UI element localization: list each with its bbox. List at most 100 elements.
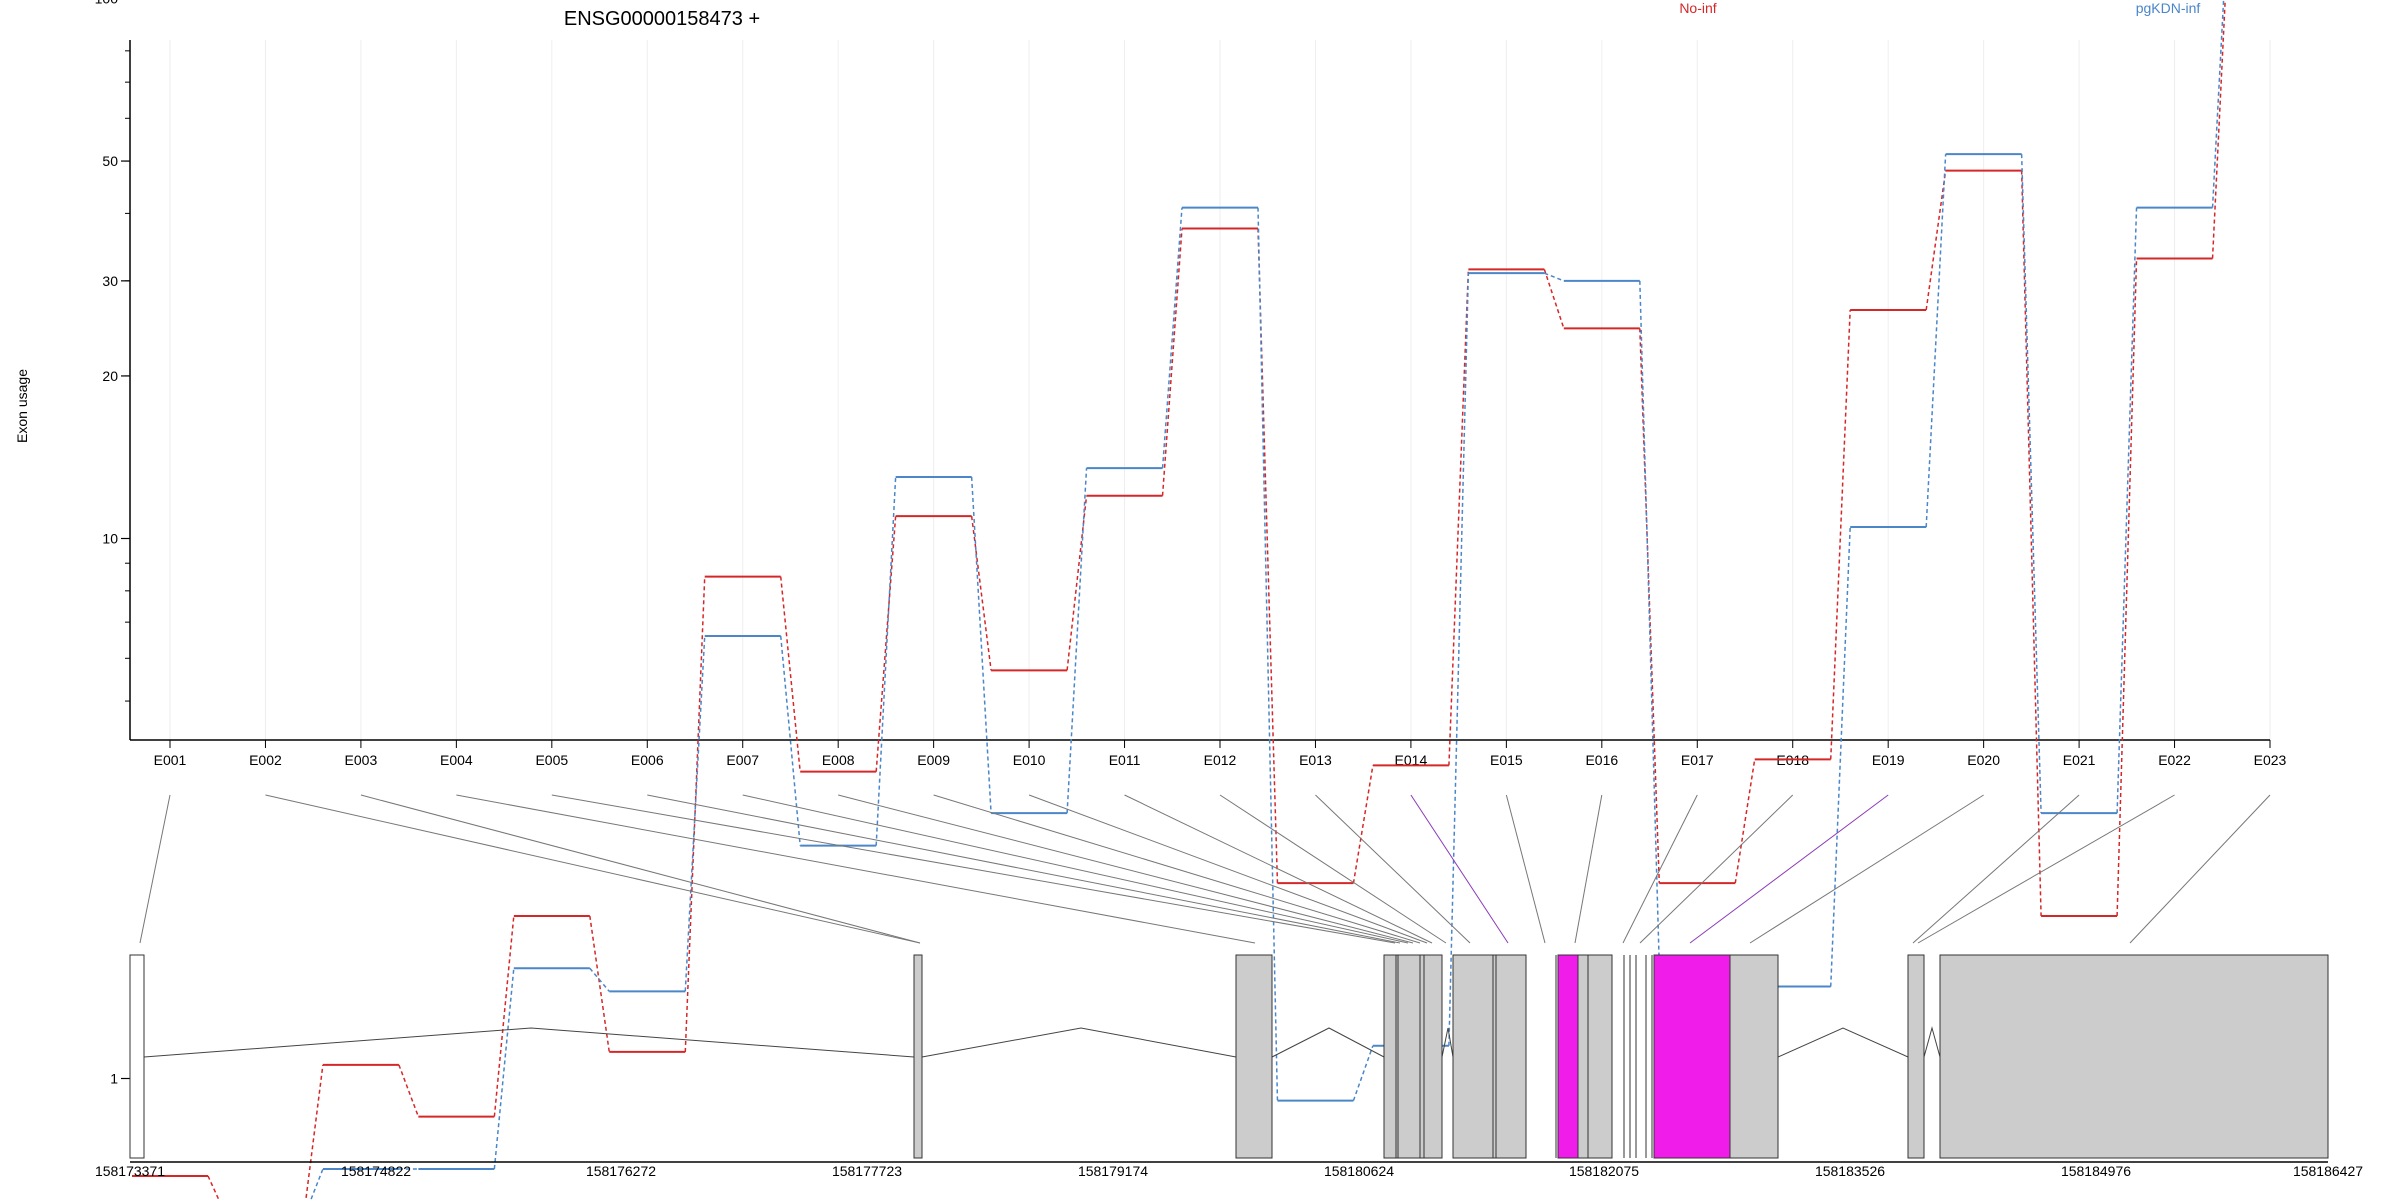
exon-connector-line — [1749, 794, 1984, 944]
y-tick-label: 10 — [102, 531, 118, 547]
genome-coordinate-label: 158176272 — [586, 1163, 656, 1179]
connector-segment — [684, 576, 706, 1052]
exon-block — [1557, 954, 1579, 1159]
connector-segment — [2020, 154, 2042, 814]
y-tick-label: 20 — [102, 368, 118, 384]
connector-segment — [1543, 269, 1565, 329]
exon-block — [1729, 954, 1779, 1159]
exon-connector-line — [265, 794, 921, 944]
connector-segment — [309, 1168, 324, 1200]
y-tick-label: 30 — [102, 273, 118, 289]
connector-segment — [207, 1175, 220, 1200]
exon-connector-line — [1410, 794, 1509, 944]
x-tick-label: E022 — [2158, 752, 2191, 768]
genome-coordinate-label: 158182075 — [1569, 1163, 1639, 1179]
x-tick-label: E019 — [1872, 752, 1905, 768]
legend-no-inf: No-inf — [1679, 0, 1716, 16]
exon-connector-line — [1028, 794, 1428, 944]
genome-coordinate-label: 158183526 — [1815, 1163, 1885, 1179]
exon-connector-line — [551, 794, 1396, 944]
connector-segment — [1925, 154, 1947, 528]
x-tick-label: E020 — [1967, 752, 2000, 768]
connector-segment — [589, 967, 610, 992]
exon-block — [913, 954, 923, 1159]
connector-segment — [684, 635, 706, 992]
x-tick-label: E001 — [154, 752, 187, 768]
intron-line — [1271, 1027, 1385, 1058]
x-tick-label: E014 — [1395, 752, 1428, 768]
connector-segment — [1257, 207, 1279, 1101]
series-pgKDN-inf — [309, 0, 2225, 1200]
x-tick-label: E021 — [2063, 752, 2096, 768]
exon-block — [1653, 954, 1731, 1159]
exon-connector-line — [1912, 794, 2080, 944]
exon-connector-line — [1315, 794, 1471, 944]
connector-segment — [2211, 0, 2226, 259]
connector-segment — [1639, 280, 1661, 966]
exon-connector-line — [742, 794, 1409, 944]
connector-segment — [1448, 273, 1470, 1046]
connector-segment — [2116, 207, 2138, 814]
connector-segment — [1066, 495, 1088, 671]
connector-segment — [1925, 170, 1947, 311]
legend-pgkdn-inf: pgKDN-inf — [2136, 0, 2201, 16]
x-tick-label: E004 — [440, 752, 473, 768]
exon-connector-line — [1219, 794, 1447, 944]
connector-segment — [779, 635, 801, 846]
x-tick-label: E017 — [1681, 752, 1714, 768]
connector-segment — [1066, 468, 1088, 814]
connector-segment — [875, 476, 897, 846]
exon-connector-line — [139, 794, 171, 944]
connector-segment — [875, 516, 897, 772]
x-tick-label: E006 — [631, 752, 664, 768]
exon-connector-line — [1917, 794, 2175, 944]
connector-segment — [589, 915, 611, 1053]
exon-connector-line — [838, 794, 1414, 944]
chart-title: ENSG00000158473 + — [564, 8, 760, 30]
x-tick-label: E008 — [822, 752, 855, 768]
connector-segment — [1544, 272, 1565, 282]
x-tick-label: E023 — [2254, 752, 2287, 768]
x-tick-label: E016 — [1585, 752, 1618, 768]
x-tick-label: E011 — [1109, 752, 1141, 768]
genome-coordinate-label: 158177723 — [832, 1163, 902, 1179]
genome-coordinate-label: 158173371 — [95, 1163, 165, 1179]
intron-line — [921, 1027, 1237, 1058]
grid-lines — [169, 40, 2271, 740]
connector-segment — [2116, 258, 2138, 916]
y-tick-label: 1 — [110, 1071, 118, 1087]
intron-line — [1441, 1027, 1454, 1058]
exon-connector-line — [1639, 794, 1794, 944]
exon-connectors — [139, 794, 2271, 944]
genome-coordinate-label: 158186427 — [2293, 1163, 2363, 1179]
intron-line — [1923, 1026, 1941, 1058]
exon-connector-line — [1622, 794, 1698, 944]
connector-segment — [1829, 309, 1851, 760]
axes: 1 10 20 30 50 100 E001 E002 E003 E004 E005 E006 E007… — [95, 0, 2287, 1087]
connector-segment — [493, 968, 515, 1170]
y-tick-label: 50 — [102, 153, 118, 169]
gene-model: 158173371 158174822 158176272 158177723 1581… — [95, 954, 2363, 1179]
exon-connector-line — [1505, 794, 1546, 944]
genome-coordinate-label: 158184976 — [2061, 1163, 2131, 1179]
exon-connector-line — [2129, 794, 2271, 944]
exon-connector-line — [1124, 794, 1433, 944]
y-axis-label: Exon usage — [14, 369, 30, 443]
exon-block — [129, 954, 145, 1159]
exon-connector-line — [360, 794, 921, 944]
x-tick-label: E005 — [535, 752, 568, 768]
exon-connector-line — [933, 794, 1421, 944]
connector-segment — [1448, 269, 1470, 766]
exon-connector-line — [456, 794, 1256, 944]
genome-coordinate-label: 158180624 — [1324, 1163, 1394, 1179]
connector-segment — [1734, 759, 1756, 884]
x-tick-label: E007 — [726, 752, 759, 768]
genome-coordinate-label: 158179174 — [1078, 1163, 1148, 1179]
exon-block — [1577, 954, 1613, 1159]
x-tick-label: E003 — [345, 752, 378, 768]
x-tick-label: E012 — [1204, 752, 1237, 768]
connector-segment — [305, 1064, 324, 1200]
intron-line — [1777, 1027, 1909, 1058]
exon-block — [1452, 954, 1527, 1159]
